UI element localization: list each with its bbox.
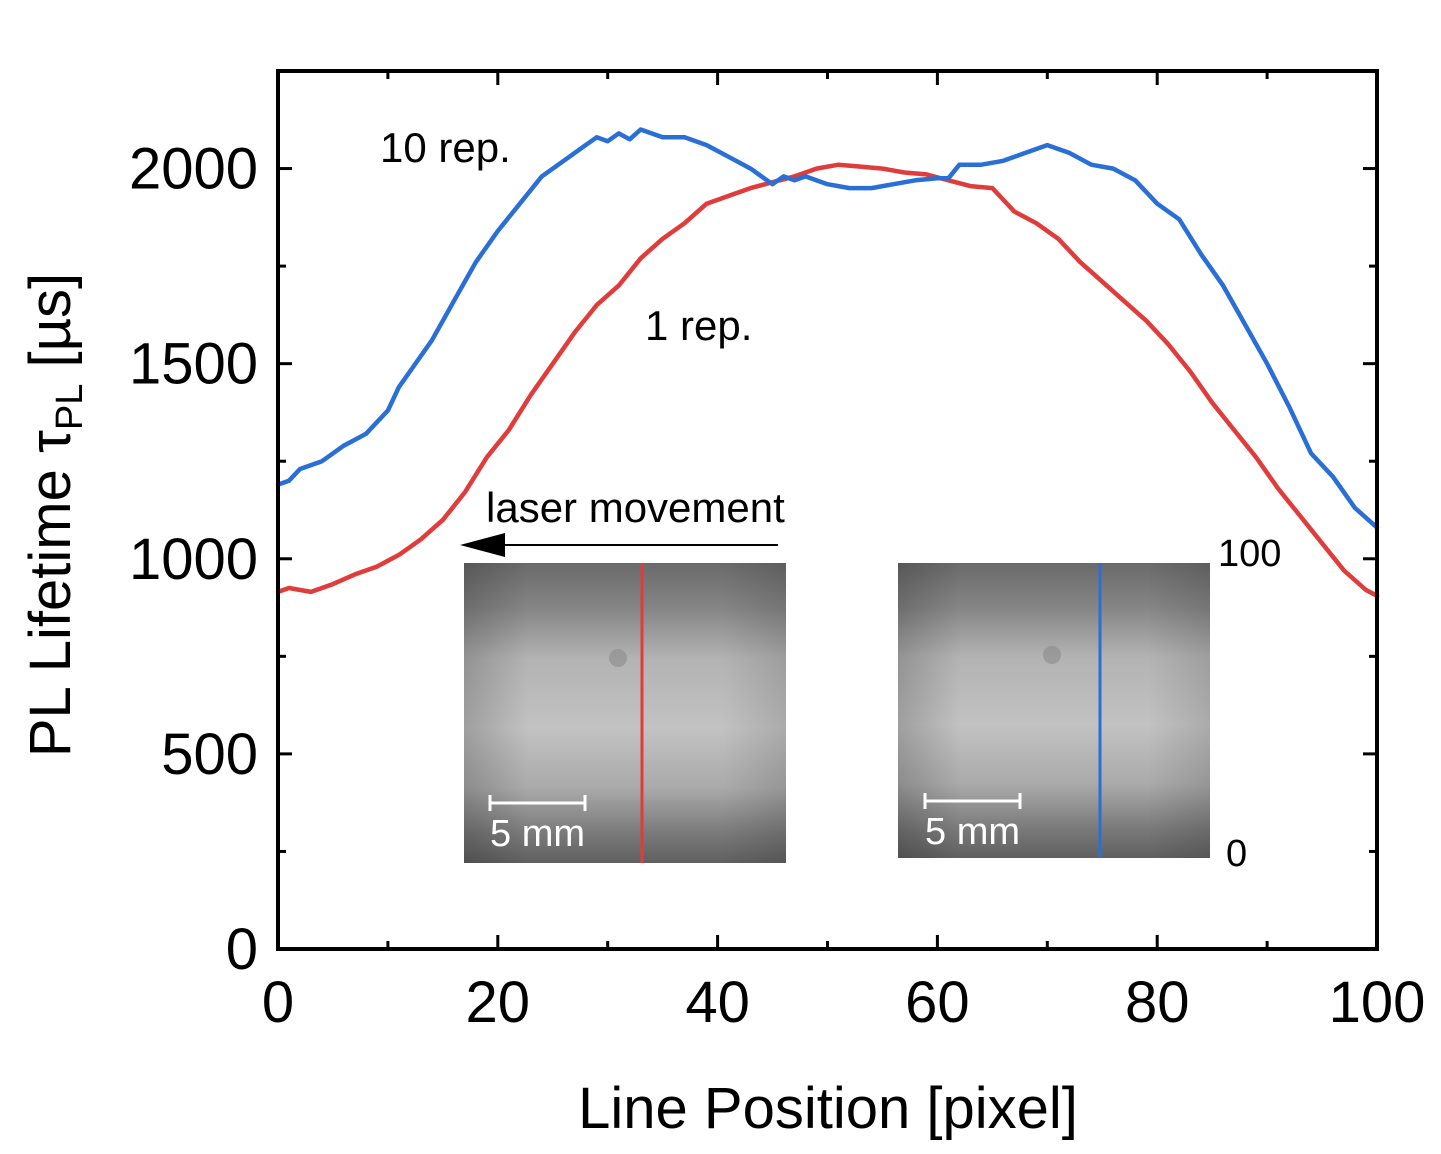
scalebar-right bbox=[923, 793, 1022, 809]
y-axis-title-sub: PL bbox=[49, 384, 91, 430]
scalebar-left-label: 5 mm bbox=[490, 813, 585, 855]
x-tick-label: 40 bbox=[685, 970, 750, 1035]
y-tick-label: 1500 bbox=[129, 332, 258, 397]
inset-map-1rep-shade bbox=[464, 563, 786, 863]
x-tick-label: 60 bbox=[905, 970, 970, 1035]
x-axis-title: Line Position [pixel] bbox=[578, 1076, 1078, 1141]
y-axis-title-unit: [µs] bbox=[18, 273, 83, 384]
y-tick-label: 2000 bbox=[129, 137, 258, 202]
x-tick-label: 100 bbox=[1329, 970, 1426, 1035]
x-tick-label: 80 bbox=[1125, 970, 1190, 1035]
laser-movement-label: laser movement bbox=[486, 484, 785, 531]
inset-map-10rep-defect bbox=[1043, 646, 1061, 664]
laser-arrow-head bbox=[460, 533, 505, 557]
inset-map-10rep-shade bbox=[898, 563, 1210, 858]
inset-map-1rep: 5 mm bbox=[464, 563, 786, 863]
series-label-1rep: 1 rep. bbox=[645, 302, 752, 349]
scalebar-left bbox=[488, 795, 587, 811]
y-tick-label: 0 bbox=[226, 917, 258, 982]
series-line-10rep bbox=[275, 127, 1380, 530]
inset-map-10rep: 5 mm bbox=[898, 563, 1210, 858]
x-tick-label: 20 bbox=[466, 970, 531, 1035]
y-axis-title: PL Lifetime τPL [µs] bbox=[18, 273, 91, 757]
series-group bbox=[275, 127, 1380, 599]
inset-map-1rep-defect bbox=[609, 649, 627, 667]
y-axis-title-main: PL Lifetime τ bbox=[18, 430, 83, 757]
x-tick-label: 0 bbox=[262, 970, 294, 1035]
plot-frame bbox=[276, 69, 1379, 951]
y-tick-label: 500 bbox=[161, 722, 258, 787]
ticks bbox=[276, 69, 1379, 951]
colorbar-max-label: 100 bbox=[1218, 533, 1281, 575]
colorbar-min-label: 0 bbox=[1226, 833, 1247, 875]
series-label-10rep: 10 rep. bbox=[380, 124, 511, 171]
y-tick-label: 1000 bbox=[129, 527, 258, 592]
laser-movement-arrow bbox=[460, 533, 778, 557]
scalebar-right-label: 5 mm bbox=[925, 811, 1020, 853]
series-line-1rep bbox=[275, 162, 1380, 599]
